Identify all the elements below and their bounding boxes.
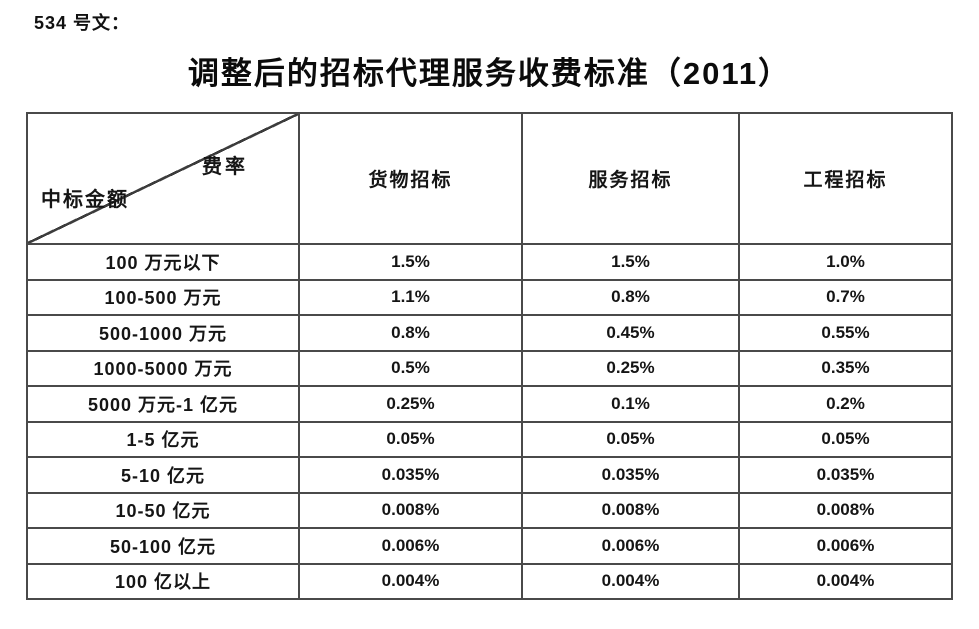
fee-rate-cell: 0.8% [521,278,740,316]
table-row: 5000 万元-1 亿元 0.25% 0.1% 0.2% [26,385,953,423]
fee-rate-cell: 0.035% [738,456,953,494]
column-header-service-bidding: 服务招标 [521,112,740,245]
row-label-amount-range: 5-10 亿元 [26,456,300,494]
corner-label-rate: 费率 [202,156,248,178]
table-row: 1000-5000 万元 0.5% 0.25% 0.35% [26,349,953,387]
row-label-amount-range: 100 万元以下 [26,243,300,281]
row-label-amount-range: 1000-5000 万元 [26,349,300,387]
fee-rate-cell: 0.05% [738,420,953,458]
table-row: 100 亿以上 0.004% 0.004% 0.004% [26,562,953,600]
fee-rate-cell: 0.7% [738,278,953,316]
fee-rate-cell: 0.008% [738,491,953,529]
fee-rate-cell: 1.5% [298,243,523,281]
corner-label-award-amount: 中标金额 [41,189,129,211]
fee-rate-cell: 0.05% [298,420,523,458]
fee-rate-cell: 0.2% [738,385,953,423]
row-label-amount-range: 100-500 万元 [26,278,300,316]
fee-rate-cell: 0.006% [521,527,740,565]
table-row: 1-5 亿元 0.05% 0.05% 0.05% [26,420,953,458]
fee-rate-cell: 1.1% [298,278,523,316]
fee-rate-cell: 0.004% [521,562,740,600]
fee-standard-table: 费率 中标金额 货物招标 服务招标 工程招标 100 万元以下 1.5% 1.5% 1… [26,112,953,600]
row-label-amount-range: 500-1000 万元 [26,314,300,352]
row-label-amount-range: 100 亿以上 [26,562,300,600]
fee-rate-cell: 0.55% [738,314,953,352]
fee-rate-cell: 0.35% [738,349,953,387]
row-label-amount-range: 10-50 亿元 [26,491,300,529]
fee-rate-cell: 0.45% [521,314,740,352]
diagonal-corner-cell: 费率 中标金额 [26,112,300,245]
fee-rate-cell: 0.035% [521,456,740,494]
row-label-amount-range: 1-5 亿元 [26,420,300,458]
fee-rate-cell: 0.1% [521,385,740,423]
column-header-engineering-bidding: 工程招标 [738,112,953,245]
fee-rate-cell: 0.035% [298,456,523,494]
fee-rate-cell: 0.25% [298,385,523,423]
row-label-amount-range: 50-100 亿元 [26,527,300,565]
table-row: 50-100 亿元 0.006% 0.006% 0.006% [26,527,953,565]
table-row: 5-10 亿元 0.035% 0.035% 0.035% [26,456,953,494]
fee-rate-cell: 1.0% [738,243,953,281]
header-row: 费率 中标金额 货物招标 服务招标 工程招标 [26,112,953,245]
table-row: 100 万元以下 1.5% 1.5% 1.0% [26,243,953,281]
fee-rate-cell: 0.5% [298,349,523,387]
fee-rate-cell: 0.008% [521,491,740,529]
table-body: 100 万元以下 1.5% 1.5% 1.0% 100-500 万元 1.1% 0.8% 0.… [26,243,953,600]
table-row: 100-500 万元 1.1% 0.8% 0.7% [26,278,953,316]
fee-rate-cell: 0.006% [298,527,523,565]
row-label-amount-range: 5000 万元-1 亿元 [26,385,300,423]
table-row: 500-1000 万元 0.8% 0.45% 0.55% [26,314,953,352]
fee-rate-cell: 0.004% [738,562,953,600]
column-header-goods-bidding: 货物招标 [298,112,523,245]
fee-rate-cell: 0.006% [738,527,953,565]
fee-rate-cell: 1.5% [521,243,740,281]
fee-rate-cell: 0.004% [298,562,523,600]
table-row: 10-50 亿元 0.008% 0.008% 0.008% [26,491,953,529]
fee-rate-cell: 0.05% [521,420,740,458]
fee-rate-cell: 0.8% [298,314,523,352]
doc-number-label: 534 号文： [34,13,131,33]
fee-rate-cell: 0.008% [298,491,523,529]
fee-rate-cell: 0.25% [521,349,740,387]
page-title: 调整后的招标代理服务收费标准（2011） [187,56,792,91]
